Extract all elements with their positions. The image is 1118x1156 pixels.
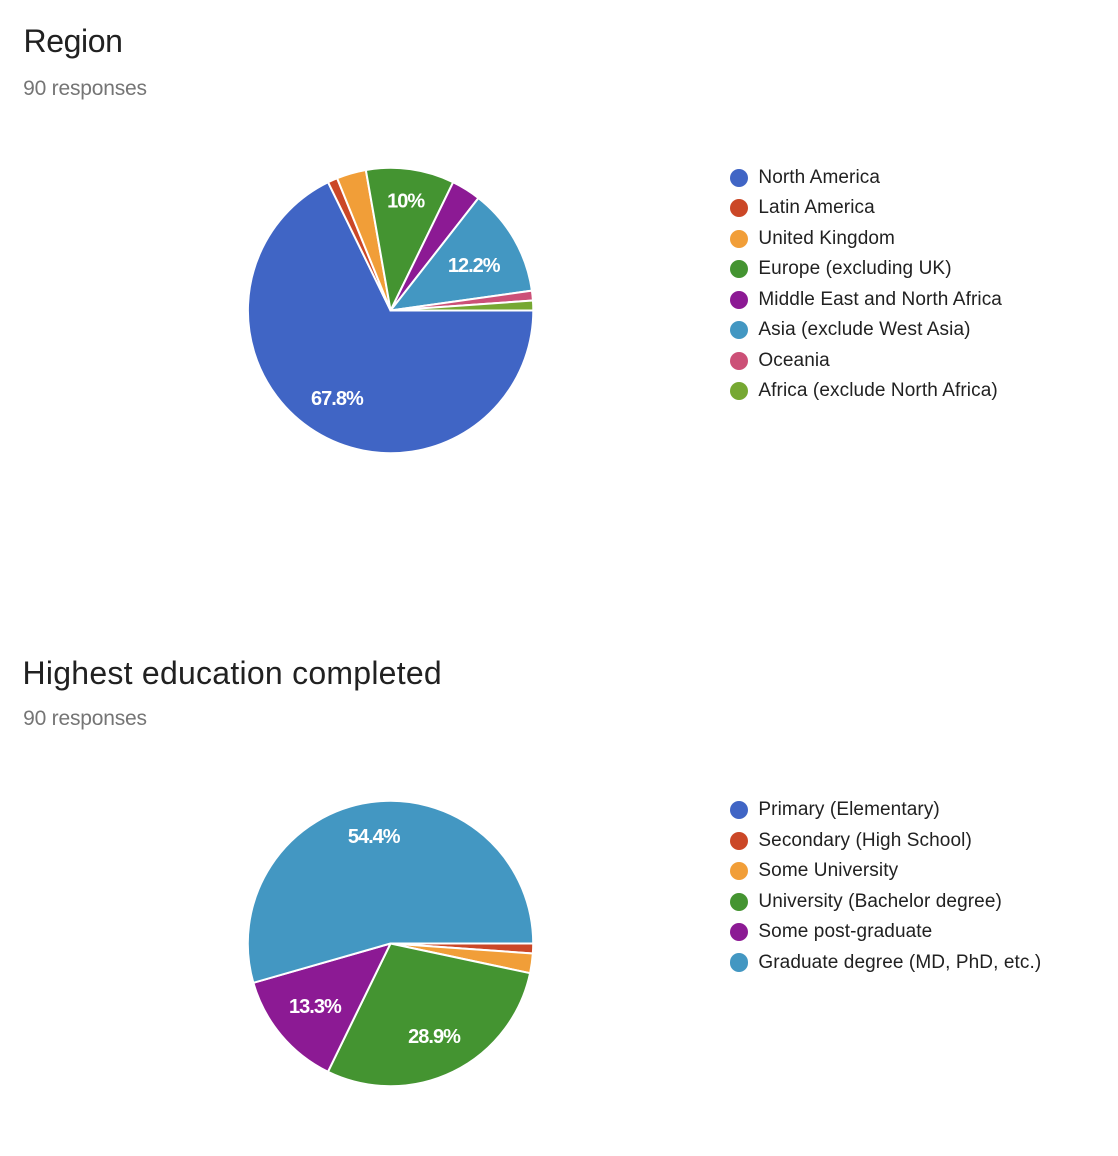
svg-text:10%: 10%	[387, 191, 425, 213]
svg-text:54.4%: 54.4%	[348, 826, 401, 848]
svg-text:13.3%: 13.3%	[289, 996, 342, 1018]
svg-text:12.2%: 12.2%	[448, 255, 501, 277]
svg-text:28.9%: 28.9%	[408, 1026, 461, 1048]
svg-text:67.8%: 67.8%	[311, 388, 364, 410]
